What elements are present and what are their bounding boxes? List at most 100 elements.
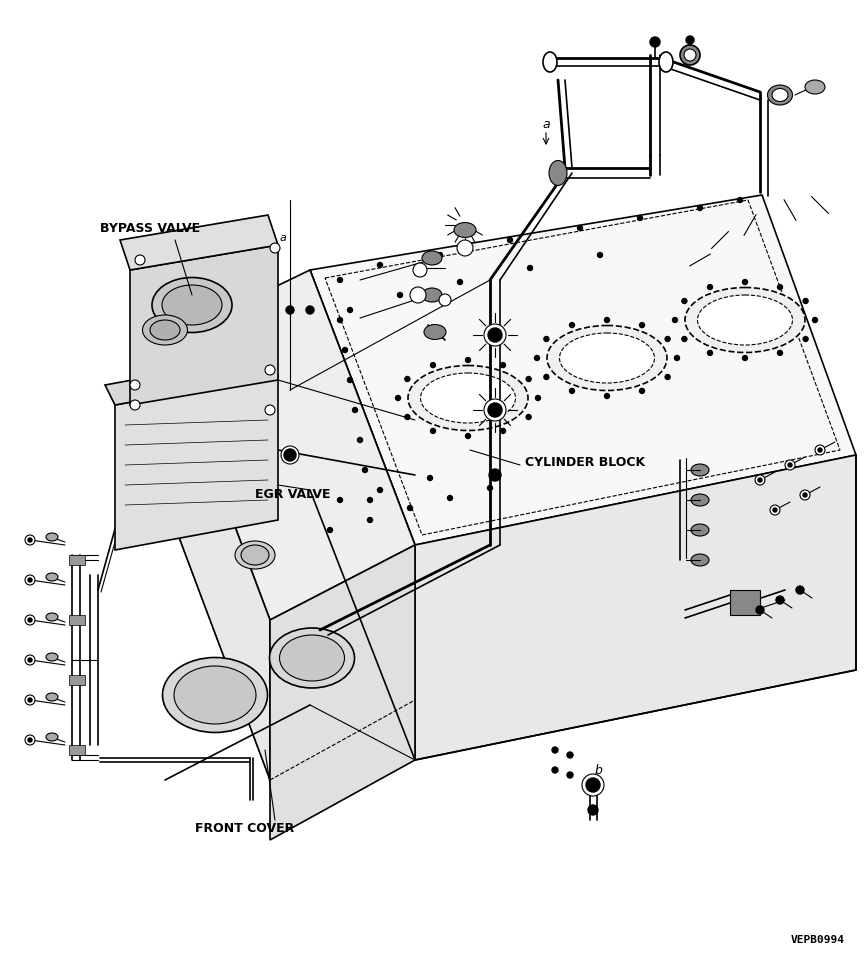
Circle shape [363,467,367,473]
Circle shape [528,266,532,270]
Ellipse shape [547,325,667,390]
Ellipse shape [422,288,442,302]
Circle shape [665,337,670,341]
Circle shape [778,350,783,356]
Circle shape [25,615,35,625]
Text: FRONT COVER: FRONT COVER [195,822,295,834]
Circle shape [742,356,747,361]
Circle shape [665,375,670,380]
Circle shape [582,774,604,796]
Bar [69,675,85,685]
Circle shape [567,772,573,778]
Circle shape [130,380,140,390]
Circle shape [25,695,35,705]
Circle shape [567,752,573,758]
Circle shape [639,388,645,393]
Circle shape [569,322,575,328]
Circle shape [686,36,694,44]
Ellipse shape [680,45,700,65]
Circle shape [347,378,353,383]
Bar [730,590,760,615]
Circle shape [135,255,145,265]
Bar [69,555,85,565]
Circle shape [408,505,412,510]
Ellipse shape [543,52,557,72]
Ellipse shape [162,285,222,325]
Polygon shape [105,355,278,405]
Circle shape [682,298,687,303]
Ellipse shape [691,494,709,506]
Bar [69,615,85,625]
Circle shape [803,493,807,497]
Circle shape [543,337,549,341]
Text: EGR VALVE: EGR VALVE [255,488,331,502]
Circle shape [457,240,473,256]
Circle shape [487,485,492,490]
Ellipse shape [697,295,792,345]
Circle shape [25,735,35,745]
Ellipse shape [691,464,709,476]
Circle shape [28,698,32,702]
Circle shape [358,437,363,442]
Circle shape [176,351,184,359]
Circle shape [507,238,512,243]
Polygon shape [120,215,278,270]
Ellipse shape [424,324,446,339]
Ellipse shape [46,653,58,661]
Circle shape [500,429,505,433]
Text: VEPB0994: VEPB0994 [791,935,845,945]
Circle shape [526,414,531,419]
Polygon shape [415,455,856,760]
Circle shape [804,298,808,303]
Ellipse shape [270,628,354,688]
Circle shape [639,322,645,328]
Circle shape [397,292,403,297]
Polygon shape [130,245,278,405]
Circle shape [439,294,451,306]
Circle shape [650,37,660,47]
Ellipse shape [685,288,805,353]
Circle shape [428,476,433,480]
Circle shape [367,498,372,503]
Circle shape [605,393,609,399]
Circle shape [466,433,471,438]
Ellipse shape [772,88,788,102]
Circle shape [708,285,713,290]
Text: b: b [594,763,602,777]
Circle shape [405,377,410,382]
Ellipse shape [46,573,58,581]
Circle shape [28,658,32,662]
Circle shape [378,263,383,268]
Circle shape [638,216,643,221]
Ellipse shape [454,222,476,238]
Ellipse shape [143,315,187,345]
Circle shape [342,347,347,353]
Circle shape [598,252,602,258]
Circle shape [448,496,453,501]
Bar [69,745,85,755]
Circle shape [815,445,825,455]
Ellipse shape [279,635,345,681]
Circle shape [130,400,140,410]
Ellipse shape [767,85,792,105]
Circle shape [28,618,32,622]
Circle shape [755,475,765,485]
Circle shape [430,429,435,433]
Circle shape [776,596,784,604]
Circle shape [569,388,575,393]
Circle shape [265,365,275,375]
Circle shape [804,337,808,341]
Ellipse shape [408,365,528,431]
Circle shape [367,518,372,523]
Ellipse shape [422,251,442,265]
Circle shape [682,337,687,341]
Ellipse shape [46,533,58,541]
Circle shape [500,363,505,367]
Circle shape [284,449,296,461]
Ellipse shape [421,373,516,423]
Ellipse shape [805,80,825,94]
Circle shape [413,263,427,277]
Ellipse shape [162,658,268,733]
Circle shape [484,399,506,421]
Ellipse shape [46,613,58,621]
